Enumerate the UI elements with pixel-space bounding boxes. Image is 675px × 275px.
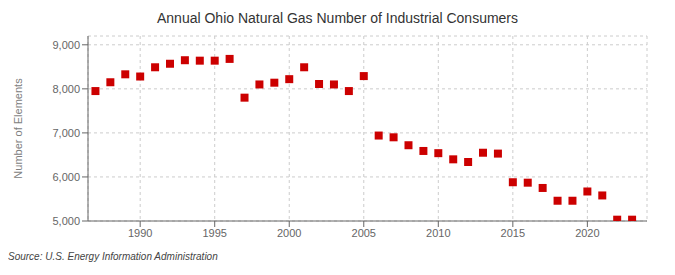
svg-text:2005: 2005 xyxy=(352,227,376,239)
svg-text:2020: 2020 xyxy=(575,227,599,239)
svg-text:8,000: 8,000 xyxy=(52,83,80,95)
svg-text:6,000: 6,000 xyxy=(52,171,80,183)
svg-text:9,000: 9,000 xyxy=(52,39,80,51)
svg-text:Number of Elements: Number of Elements xyxy=(12,78,24,179)
svg-text:1995: 1995 xyxy=(202,227,226,239)
svg-text:2010: 2010 xyxy=(426,227,450,239)
html-text:Annual Ohio Natural Gas Number: Annual Ohio Natural Gas Number of Indust… xyxy=(157,10,518,26)
svg-text:2000: 2000 xyxy=(277,227,301,239)
svg-text:1990: 1990 xyxy=(128,227,152,239)
svg-text:5,000: 5,000 xyxy=(52,215,80,227)
svg-text:2015: 2015 xyxy=(501,227,525,239)
html-text:Source: U.S. Energy Informatio: Source: U.S. Energy Information Administ… xyxy=(8,251,218,262)
svg-text:7,000: 7,000 xyxy=(52,127,80,139)
